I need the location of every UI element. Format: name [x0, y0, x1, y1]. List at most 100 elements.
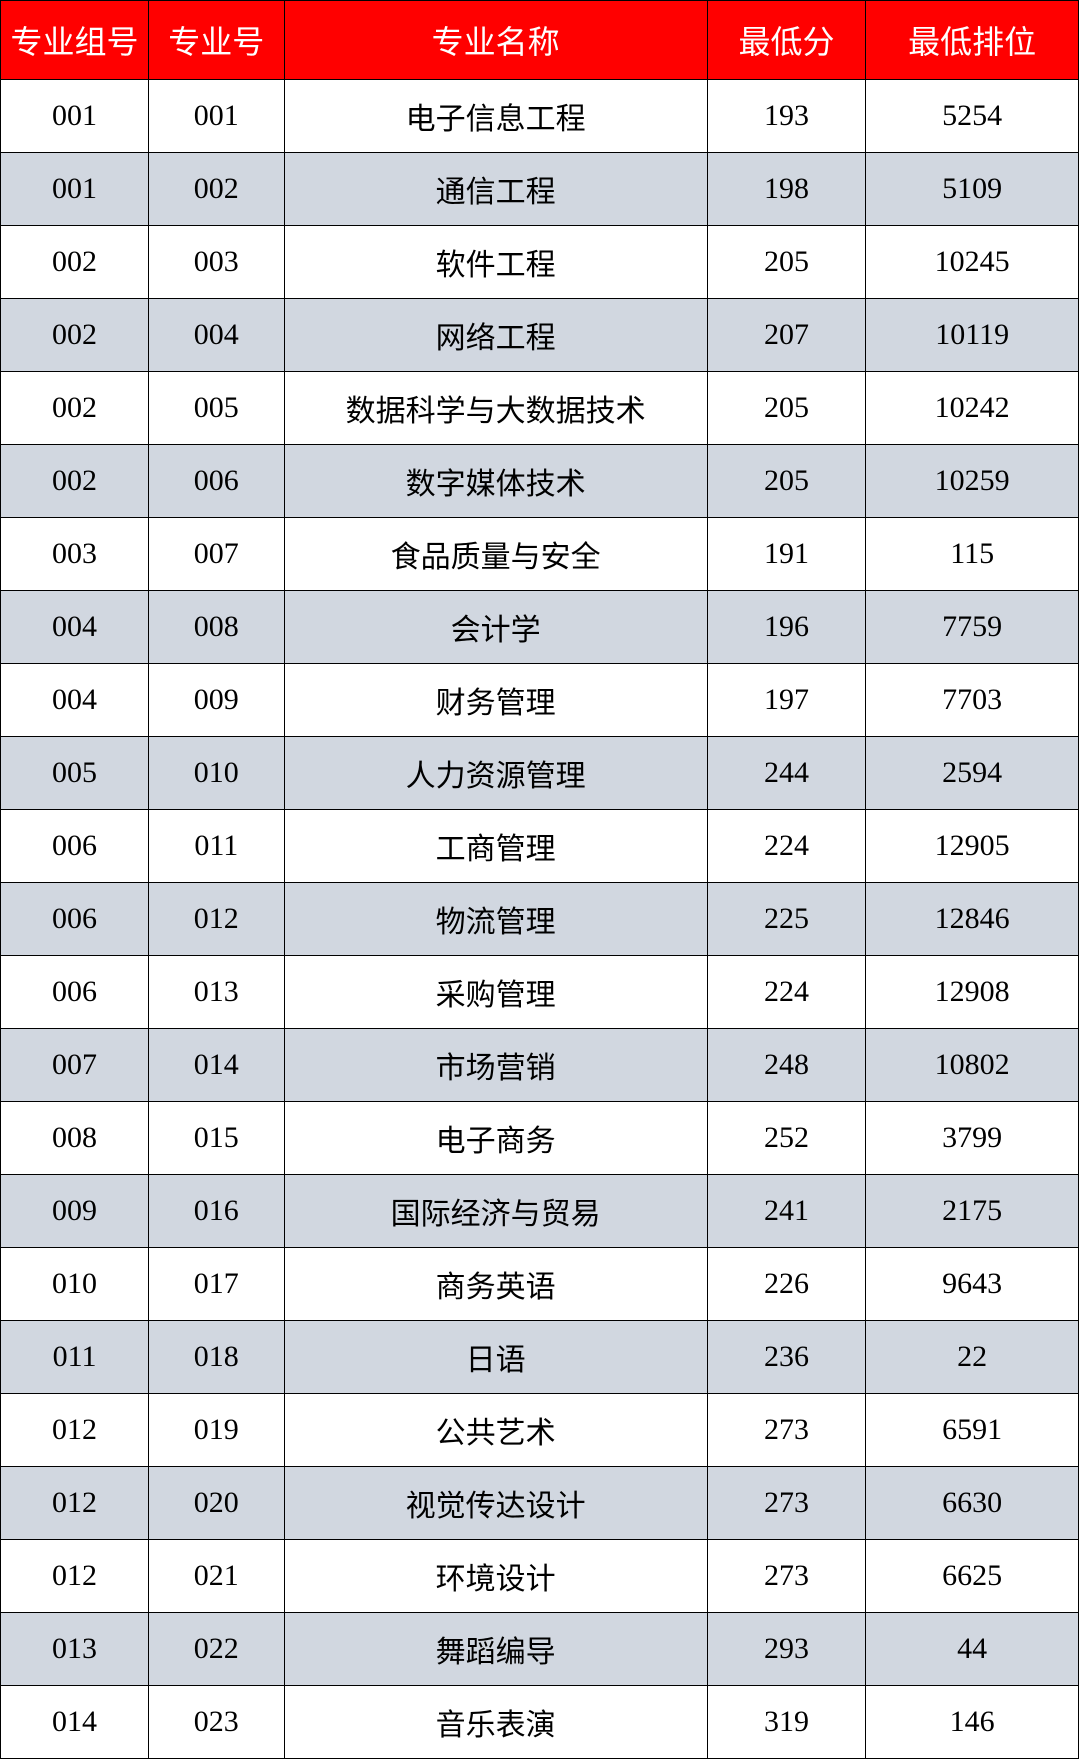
cell-num: 010 — [149, 737, 284, 810]
cell-rank: 12905 — [866, 810, 1079, 883]
cell-name: 音乐表演 — [284, 1686, 707, 1759]
cell-name: 日语 — [284, 1321, 707, 1394]
cell-num: 018 — [149, 1321, 284, 1394]
cell-rank: 12846 — [866, 883, 1079, 956]
cell-group: 001 — [1, 80, 149, 153]
table-row: 005010人力资源管理2442594 — [1, 737, 1079, 810]
header-name: 专业名称 — [284, 1, 707, 80]
cell-rank: 22 — [866, 1321, 1079, 1394]
cell-rank: 2175 — [866, 1175, 1079, 1248]
cell-rank: 10242 — [866, 372, 1079, 445]
cell-name: 电子信息工程 — [284, 80, 707, 153]
table-row: 012020视觉传达设计2736630 — [1, 1467, 1079, 1540]
table-row: 002004网络工程20710119 — [1, 299, 1079, 372]
table-row: 010017商务英语2269643 — [1, 1248, 1079, 1321]
cell-rank: 5109 — [866, 153, 1079, 226]
cell-group: 004 — [1, 591, 149, 664]
cell-group: 012 — [1, 1540, 149, 1613]
cell-num: 011 — [149, 810, 284, 883]
cell-rank: 5254 — [866, 80, 1079, 153]
cell-rank: 10259 — [866, 445, 1079, 518]
cell-name: 市场营销 — [284, 1029, 707, 1102]
cell-rank: 6591 — [866, 1394, 1079, 1467]
cell-score: 224 — [707, 956, 866, 1029]
table-row: 001001电子信息工程1935254 — [1, 80, 1079, 153]
cell-group: 006 — [1, 883, 149, 956]
cell-num: 020 — [149, 1467, 284, 1540]
cell-name: 软件工程 — [284, 226, 707, 299]
cell-num: 005 — [149, 372, 284, 445]
cell-name: 舞蹈编导 — [284, 1613, 707, 1686]
cell-rank: 10245 — [866, 226, 1079, 299]
cell-rank: 115 — [866, 518, 1079, 591]
table-row: 009016国际经济与贸易2412175 — [1, 1175, 1079, 1248]
cell-rank: 10119 — [866, 299, 1079, 372]
cell-name: 电子商务 — [284, 1102, 707, 1175]
cell-score: 191 — [707, 518, 866, 591]
header-row: 专业组号 专业号 专业名称 最低分 最低排位 — [1, 1, 1079, 80]
cell-score: 236 — [707, 1321, 866, 1394]
cell-name: 工商管理 — [284, 810, 707, 883]
table-row: 013022舞蹈编导29344 — [1, 1613, 1079, 1686]
cell-group: 006 — [1, 810, 149, 883]
cell-rank: 2594 — [866, 737, 1079, 810]
table-row: 006013采购管理22412908 — [1, 956, 1079, 1029]
cell-num: 021 — [149, 1540, 284, 1613]
cell-num: 002 — [149, 153, 284, 226]
table-row: 007014市场营销24810802 — [1, 1029, 1079, 1102]
cell-score: 293 — [707, 1613, 866, 1686]
cell-group: 002 — [1, 372, 149, 445]
header-score: 最低分 — [707, 1, 866, 80]
cell-rank: 146 — [866, 1686, 1079, 1759]
cell-name: 视觉传达设计 — [284, 1467, 707, 1540]
cell-score: 273 — [707, 1394, 866, 1467]
cell-num: 008 — [149, 591, 284, 664]
table-row: 002006数字媒体技术20510259 — [1, 445, 1079, 518]
cell-name: 采购管理 — [284, 956, 707, 1029]
cell-score: 226 — [707, 1248, 866, 1321]
cell-group: 012 — [1, 1394, 149, 1467]
table-row: 002003软件工程20510245 — [1, 226, 1079, 299]
cell-group: 002 — [1, 299, 149, 372]
header-num: 专业号 — [149, 1, 284, 80]
cell-rank: 44 — [866, 1613, 1079, 1686]
cell-score: 196 — [707, 591, 866, 664]
cell-name: 商务英语 — [284, 1248, 707, 1321]
table-row: 001002通信工程1985109 — [1, 153, 1079, 226]
cell-group: 006 — [1, 956, 149, 1029]
cell-group: 013 — [1, 1613, 149, 1686]
cell-num: 004 — [149, 299, 284, 372]
cell-group: 002 — [1, 226, 149, 299]
cell-score: 319 — [707, 1686, 866, 1759]
cell-num: 009 — [149, 664, 284, 737]
cell-score: 224 — [707, 810, 866, 883]
admissions-table-container: 专业组号 专业号 专业名称 最低分 最低排位 001001电子信息工程19352… — [0, 0, 1079, 1759]
cell-name: 数据科学与大数据技术 — [284, 372, 707, 445]
table-row: 008015电子商务2523799 — [1, 1102, 1079, 1175]
cell-num: 001 — [149, 80, 284, 153]
cell-num: 012 — [149, 883, 284, 956]
cell-score: 252 — [707, 1102, 866, 1175]
table-row: 002005数据科学与大数据技术20510242 — [1, 372, 1079, 445]
table-row: 014023音乐表演319146 — [1, 1686, 1079, 1759]
cell-num: 013 — [149, 956, 284, 1029]
cell-rank: 3799 — [866, 1102, 1079, 1175]
cell-rank: 12908 — [866, 956, 1079, 1029]
cell-score: 205 — [707, 226, 866, 299]
admissions-table: 专业组号 专业号 专业名称 最低分 最低排位 001001电子信息工程19352… — [0, 0, 1079, 1759]
cell-name: 数字媒体技术 — [284, 445, 707, 518]
cell-name: 通信工程 — [284, 153, 707, 226]
cell-name: 网络工程 — [284, 299, 707, 372]
cell-group: 003 — [1, 518, 149, 591]
header-rank: 最低排位 — [866, 1, 1079, 80]
cell-score: 248 — [707, 1029, 866, 1102]
cell-score: 197 — [707, 664, 866, 737]
cell-rank: 7759 — [866, 591, 1079, 664]
cell-num: 007 — [149, 518, 284, 591]
cell-rank: 9643 — [866, 1248, 1079, 1321]
cell-num: 006 — [149, 445, 284, 518]
cell-num: 017 — [149, 1248, 284, 1321]
cell-group: 007 — [1, 1029, 149, 1102]
cell-num: 015 — [149, 1102, 284, 1175]
table-row: 003007食品质量与安全191115 — [1, 518, 1079, 591]
